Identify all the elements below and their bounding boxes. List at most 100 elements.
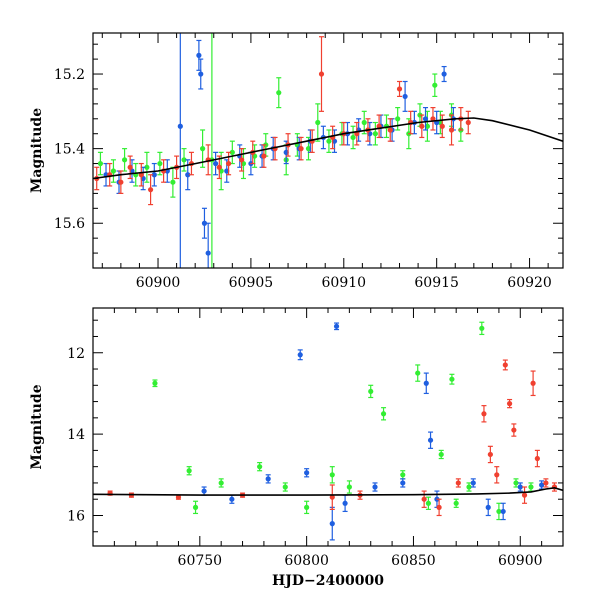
data-point: [438, 451, 444, 458]
bottom-point-blue: [372, 482, 378, 492]
top-point-green: [181, 148, 187, 172]
top-point-blue: [213, 151, 219, 176]
data-point: [436, 504, 442, 510]
data-point: [372, 484, 378, 490]
bottom-point-green: [528, 482, 534, 492]
bottom-point-green: [304, 500, 310, 515]
data-point: [453, 500, 459, 506]
data-point: [400, 472, 406, 478]
bottom-point-red: [534, 449, 540, 468]
top-point-blue: [198, 58, 204, 90]
top-series-blue: [103, 33, 456, 268]
bottom-point-blue: [342, 494, 348, 513]
bottom-point-green: [453, 498, 459, 508]
data-point: [333, 323, 340, 329]
data-point: [282, 484, 288, 490]
data-point: [198, 71, 204, 77]
bottom-point-green: [479, 321, 485, 336]
bottom-y-axis-title: Magnitude: [29, 384, 45, 469]
bottom-point-red: [436, 498, 442, 517]
data-point: [315, 119, 321, 126]
data-point: [487, 451, 493, 458]
top-y-tick-label: 15.4: [54, 142, 85, 158]
data-point: [485, 504, 491, 510]
data-point: [534, 455, 540, 462]
top-point-blue: [441, 65, 447, 83]
top-x-tick-label: 60915: [414, 275, 459, 291]
data-point: [500, 508, 506, 515]
top-panel-zoomed-light-curve: 60900 60905 60910 60915 60920 15.2 15.4 15.6 Mag…: [29, 32, 564, 291]
data-point: [432, 82, 438, 88]
data-point: [213, 160, 219, 167]
bottom-point-blue: [297, 349, 303, 361]
data-point: [448, 127, 455, 133]
bottom-point-blue: [427, 431, 434, 449]
bottom-point-red: [511, 423, 517, 437]
data-point: [449, 376, 455, 382]
data-point: [229, 496, 235, 502]
bottom-plot-area: [93, 321, 563, 541]
bottom-point-green: [415, 364, 421, 382]
data-point: [387, 127, 393, 133]
data-point: [329, 494, 335, 500]
top-point-green: [200, 129, 206, 168]
data-point: [342, 500, 348, 506]
bottom-x-axis-title: HJD−2400000: [272, 573, 384, 589]
bottom-point-blue: [423, 372, 429, 395]
top-point-green: [326, 129, 332, 153]
bottom-point-red: [530, 370, 536, 397]
top-point-green: [144, 151, 150, 183]
data-point: [441, 71, 447, 77]
bottom-model-curve: [93, 486, 563, 496]
bottom-point-green: [346, 480, 352, 494]
data-point: [175, 494, 182, 500]
top-axes-frame: [92, 32, 564, 269]
data-point: [415, 370, 421, 376]
data-point: [157, 160, 163, 167]
bottom-point-green: [152, 379, 158, 388]
bottom-point-green: [368, 384, 374, 399]
top-x-tick-label: 60905: [229, 275, 274, 291]
bottom-point-blue: [329, 506, 335, 541]
data-point: [239, 157, 245, 163]
data-point: [502, 362, 508, 368]
bottom-point-green: [496, 502, 502, 521]
top-point-red: [465, 110, 471, 135]
bottom-point-blue: [517, 482, 523, 492]
data-point: [470, 480, 476, 486]
data-point: [427, 437, 434, 443]
top-point-blue: [177, 33, 183, 268]
bottom-y-tick-label: 12: [67, 346, 85, 362]
data-point: [118, 179, 124, 185]
top-y-tick-label: 15.2: [54, 67, 85, 83]
top-point-red: [318, 36, 325, 112]
data-point: [479, 325, 485, 331]
bottom-point-green: [400, 470, 406, 480]
data-point: [465, 119, 471, 126]
bottom-point-red: [506, 398, 513, 409]
top-point-blue: [205, 222, 211, 268]
data-point: [200, 146, 206, 152]
data-point: [318, 71, 325, 77]
top-point-red: [396, 80, 403, 98]
data-point: [521, 492, 528, 498]
top-point-red: [261, 144, 267, 168]
top-point-green: [121, 148, 128, 172]
data-point: [481, 411, 487, 417]
bottom-x-tick-label: 60750: [178, 553, 223, 569]
top-point-red: [448, 114, 455, 146]
data-point: [205, 250, 211, 256]
bottom-x-tick-label: 60900: [498, 553, 543, 569]
bottom-series-red: [107, 359, 558, 517]
data-point: [329, 521, 335, 527]
top-x-tick-label: 60900: [136, 275, 181, 291]
bottom-axes-frame: [92, 307, 564, 547]
data-point: [494, 472, 500, 478]
top-x-tick-label: 60920: [507, 275, 552, 291]
data-point: [543, 480, 549, 486]
bottom-point-red: [502, 359, 508, 371]
data-point: [201, 488, 207, 494]
data-point: [496, 508, 502, 515]
top-point-green: [372, 121, 378, 146]
